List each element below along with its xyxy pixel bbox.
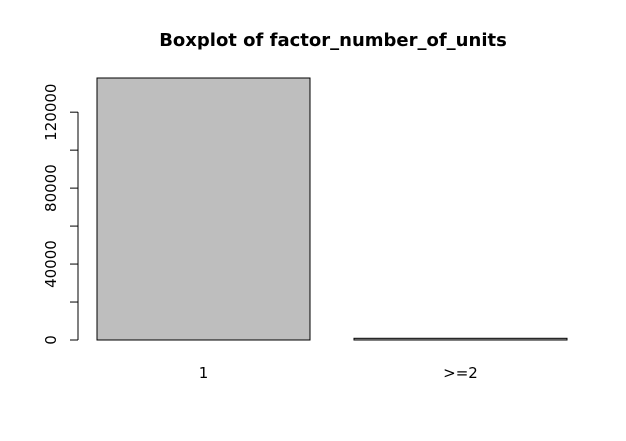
y-axis: 0 40000 80000 120000	[42, 84, 79, 345]
y-tick-label: 0	[42, 335, 60, 345]
x-category-label: 1	[199, 364, 209, 382]
bar-1	[96, 77, 311, 341]
y-tick-label: 80000	[42, 164, 60, 212]
bar-2	[353, 337, 568, 341]
chart-title: Boxplot of factor_number_of_units	[159, 30, 507, 51]
y-tick-label: 120000	[42, 84, 60, 141]
x-axis-labels: 1 >=2	[199, 364, 478, 382]
x-category-label: >=2	[443, 364, 478, 382]
y-tick-label: 40000	[42, 240, 60, 288]
bars	[96, 77, 568, 341]
